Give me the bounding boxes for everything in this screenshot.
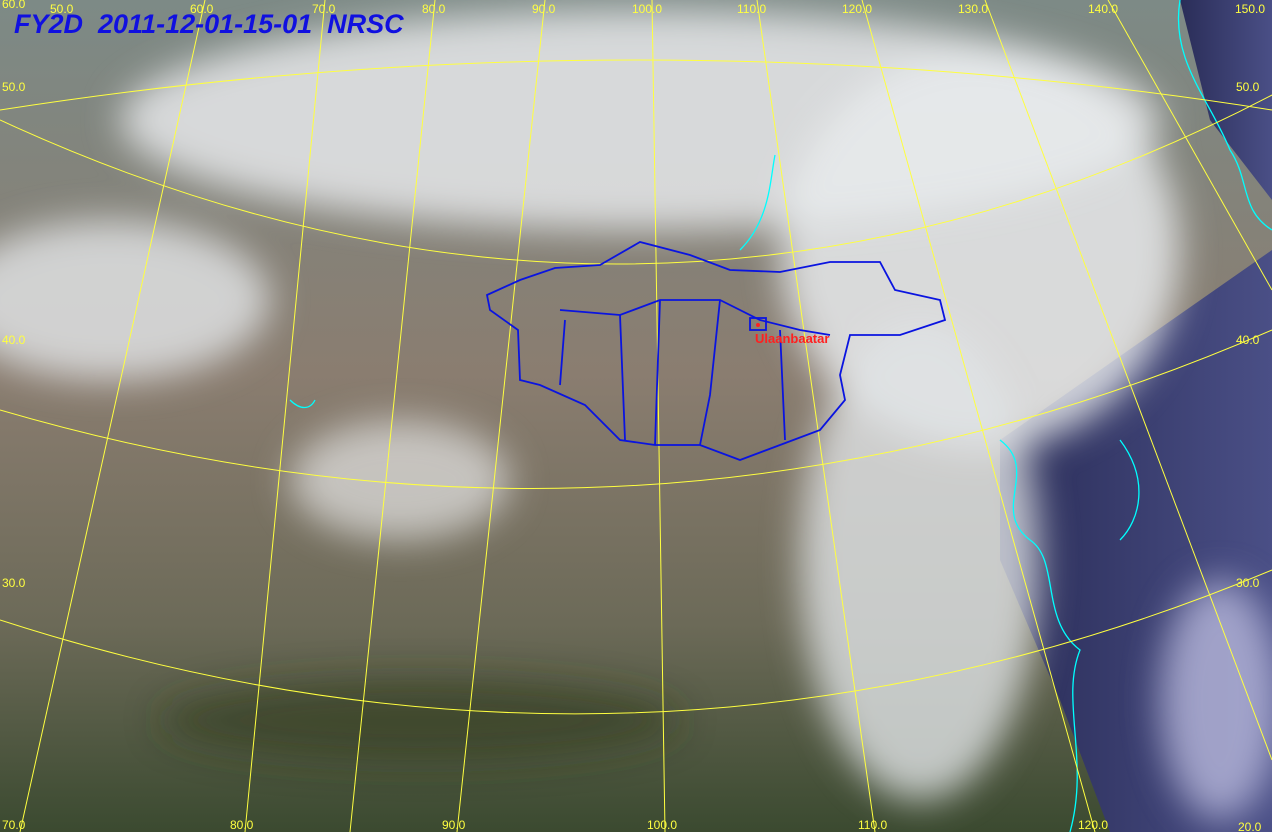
coordinate-label: 130.0	[958, 2, 988, 16]
city-label: Ulaanbaatar	[755, 331, 829, 346]
coordinate-label: 20.0	[1238, 820, 1262, 832]
coordinate-label: 110.0	[858, 818, 887, 832]
coordinate-label: 80.0	[422, 2, 446, 16]
coordinate-label: 60.0	[2, 0, 26, 11]
coordinate-label: 90.0	[532, 2, 556, 16]
coordinate-label: 30.0	[2, 576, 26, 590]
coordinate-label: 100.0	[632, 2, 662, 16]
coordinate-label: 40.0	[1236, 333, 1260, 347]
coordinate-label: 50.0	[50, 2, 74, 16]
coordinate-label: 90.0	[442, 818, 466, 832]
coordinate-label: 150.0	[1235, 2, 1265, 16]
city-marker	[756, 323, 760, 327]
coordinate-label: 70.0	[2, 818, 26, 832]
image-title: FY2D 2011-12-01-15-01 NRSC	[14, 9, 404, 39]
coordinate-label: 50.0	[2, 80, 26, 94]
sea	[1180, 0, 1272, 200]
coastlines	[289, 0, 1272, 832]
coordinate-label: 60.0	[190, 2, 214, 16]
coordinate-label: 80.0	[230, 818, 254, 832]
mongolia-borders	[485, 241, 947, 461]
coordinate-label: 70.0	[312, 2, 336, 16]
coordinate-label: 100.0	[647, 818, 677, 832]
coordinate-label: 40.0	[2, 333, 26, 347]
clouds	[0, 10, 1272, 820]
coordinate-label: 120.0	[842, 2, 872, 16]
coordinate-label: 140.0	[1088, 2, 1118, 16]
coordinate-label: 50.0	[1236, 80, 1260, 94]
coordinate-label: 120.0	[1078, 818, 1108, 832]
coordinate-label: 110.0	[737, 2, 766, 16]
coordinate-label: 30.0	[1236, 576, 1260, 590]
